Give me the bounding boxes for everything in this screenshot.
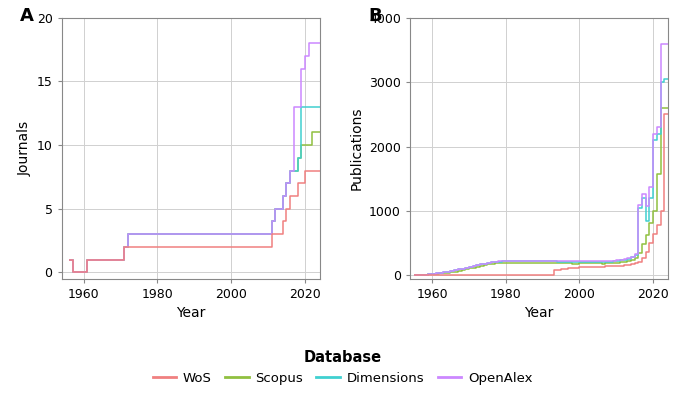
Legend: WoS, Scopus, Dimensions, OpenAlex: WoS, Scopus, Dimensions, OpenAlex [150, 347, 535, 387]
Y-axis label: Journals: Journals [17, 121, 32, 176]
Y-axis label: Publications: Publications [349, 107, 364, 190]
Text: B: B [369, 8, 382, 25]
X-axis label: Year: Year [524, 306, 553, 320]
X-axis label: Year: Year [176, 306, 206, 320]
Text: A: A [21, 8, 34, 25]
